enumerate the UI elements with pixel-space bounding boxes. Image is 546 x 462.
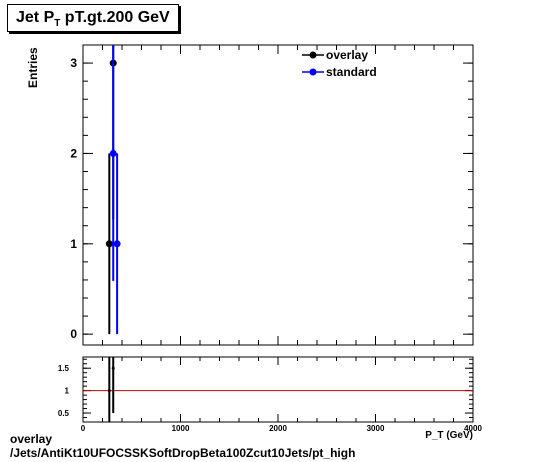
legend: overlay standard (302, 48, 377, 79)
ratio-plot-panel: 0.5 1 1.5 0 1000 2000 3000 4000 P_T (GeV) (58, 356, 482, 441)
ratio-data-point (107, 389, 111, 393)
main-plot-panel: 0 1 2 3 Entries overlay standard (26, 44, 474, 346)
x-tick-label: 0 (81, 424, 86, 433)
title-rest: pT.gt.200 GeV (60, 9, 170, 26)
main-ticks: 0 1 2 3 (70, 45, 474, 345)
data-point-standard (113, 240, 121, 248)
title-subscript: T (54, 18, 61, 30)
x-tick-label: 2000 (269, 424, 287, 433)
x-tick-label: 4000 (464, 424, 482, 433)
legend-standard-label: standard (326, 65, 377, 79)
ratio-y-tick-label: 0.5 (58, 409, 70, 418)
y-axis-label: Entries (26, 47, 40, 88)
legend-standard-marker (309, 68, 317, 76)
x-tick-label: 1000 (172, 424, 190, 433)
plot-title: Jet PT pT.gt.200 GeV (7, 4, 179, 32)
y-tick-label: 1 (70, 237, 77, 251)
y-tick-label: 2 (70, 146, 77, 160)
main-frame (82, 44, 474, 346)
legend-overlay-marker (309, 51, 317, 59)
main-data-points (105, 45, 121, 335)
ratio-frame (82, 356, 474, 423)
y-tick-label: 0 (70, 327, 77, 341)
legend-overlay-label: overlay (326, 48, 368, 62)
ratio-y-tick-label: 1.5 (58, 364, 70, 373)
ratio-data-points (107, 357, 115, 422)
footer-label: overlay (10, 432, 53, 446)
data-point-overlay (105, 240, 113, 248)
y-tick-label: 3 (70, 56, 77, 70)
ratio-y-tick-label: 1 (65, 387, 70, 396)
x-tick-label: 3000 (367, 424, 385, 433)
x-axis-label: P_T (GeV) (425, 430, 473, 441)
footer-path: /Jets/AntiKt10UFOCSSKSoftDropBeta100Zcut… (10, 446, 356, 460)
title-main: Jet P (16, 9, 55, 26)
ratio-data-point (111, 366, 115, 370)
data-point-standard (109, 149, 117, 157)
